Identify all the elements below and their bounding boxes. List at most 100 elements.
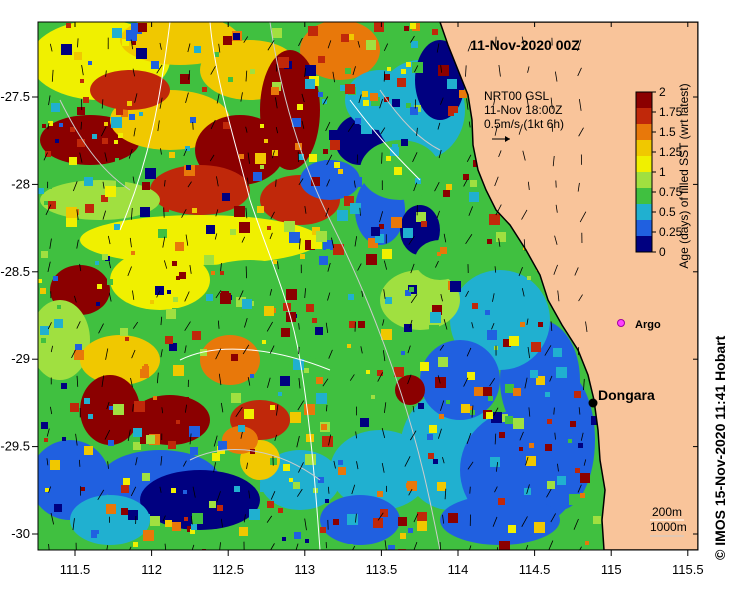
current-arrow [467,461,474,470]
current-arrow [132,404,134,412]
sst-pixel [40,288,46,294]
current-arrow [76,375,79,387]
sst-pixel [114,140,118,144]
current-arrow [384,540,387,550]
sst-pixel [61,44,72,55]
sst-pixel [59,123,63,127]
sst-pixel [322,436,333,447]
sst-pixel [305,454,316,465]
sst-pixel [290,412,301,423]
sst-patch [300,160,360,200]
sst-pixel [253,172,262,181]
current-arrow [51,69,54,82]
sst-pixel [318,56,325,63]
current-arrow [220,518,223,528]
sst-pixel [338,460,343,465]
sst-pixel [392,231,396,235]
sst-pixel [121,508,128,515]
current-arrow [182,460,187,467]
sst-pixel [411,41,418,48]
current-arrow [74,295,77,303]
current-arrow [443,318,448,330]
current-arrow [381,463,385,473]
y-tick-label: -30 [11,526,30,541]
sst-pixel [53,276,58,281]
x-tick-label: 115 [601,562,622,577]
sst-pixel [133,442,141,450]
current-arrow [466,347,472,357]
sst-pixel [260,483,269,492]
current-arrow [440,65,442,73]
current-arrow [298,178,304,186]
current-arrow [244,318,248,328]
current-arrow [247,177,249,186]
sst-pixel [534,522,545,533]
sst-pixel [79,428,83,432]
current-arrow [552,155,555,167]
current-arrow [326,179,331,187]
current-arrow [578,294,583,302]
sst-pixel [172,261,177,266]
sst-pixel [454,113,458,117]
current-arrow [243,36,249,43]
sst-pixel [69,157,77,165]
sst-pixel [347,514,358,525]
current-arrow [184,345,187,354]
current-arrow [275,97,278,109]
current-arrow [269,289,273,296]
current-arrow [498,150,502,158]
sst-pixel [461,404,470,413]
current-arrow [246,462,248,470]
sst-pixel [272,28,282,38]
current-arrow [276,404,279,416]
sst-pixel [349,321,356,328]
current-arrow [498,238,501,247]
sst-pixel [278,57,289,68]
sst-pixel [386,156,391,161]
sst-pixel [83,97,89,103]
current-arrow [407,345,411,354]
current-arrow [498,64,501,77]
current-arrow [275,179,277,187]
current-arrow [242,344,250,355]
current-arrow [359,207,361,216]
current-arrow [554,235,558,245]
current-arrow [492,516,498,527]
current-arrow [245,207,248,219]
current-arrow [104,429,111,440]
sst-pixel [363,100,369,106]
sst-pixel [250,449,255,454]
current-arrow [518,124,523,135]
sst-pixel [125,337,129,341]
sst-pixel [348,294,354,300]
colorbar-tick-label: 1.75 [659,105,683,119]
current-arrow [156,64,163,74]
sst-pixel [153,396,157,400]
sst-pixel [70,403,79,412]
current-arrow [301,93,305,103]
sst-pixel [574,391,581,398]
current-arrow [465,65,467,77]
sst-pixel [500,414,508,422]
current-arrow [46,458,49,466]
current-arrow [108,261,112,269]
sst-pixel [333,244,344,255]
current-arrow [107,461,109,469]
current-arrow [160,148,162,155]
current-arrow [347,122,355,132]
sst-pixel [289,232,300,243]
sst-pixel [175,242,184,251]
sst-pixel [272,82,281,91]
sst-pixel [126,30,137,41]
sst-pixel [127,101,132,106]
sst-pixel [239,154,244,159]
current-arrow [327,262,331,272]
sst-patch [140,470,260,530]
sst-pixel [57,305,61,309]
sst-pixel [362,91,368,97]
sst-pixel [168,441,176,449]
sst-pixel [345,68,351,74]
current-arrow [269,232,273,240]
sst-pixel [527,276,531,280]
current-arrow [521,288,525,297]
